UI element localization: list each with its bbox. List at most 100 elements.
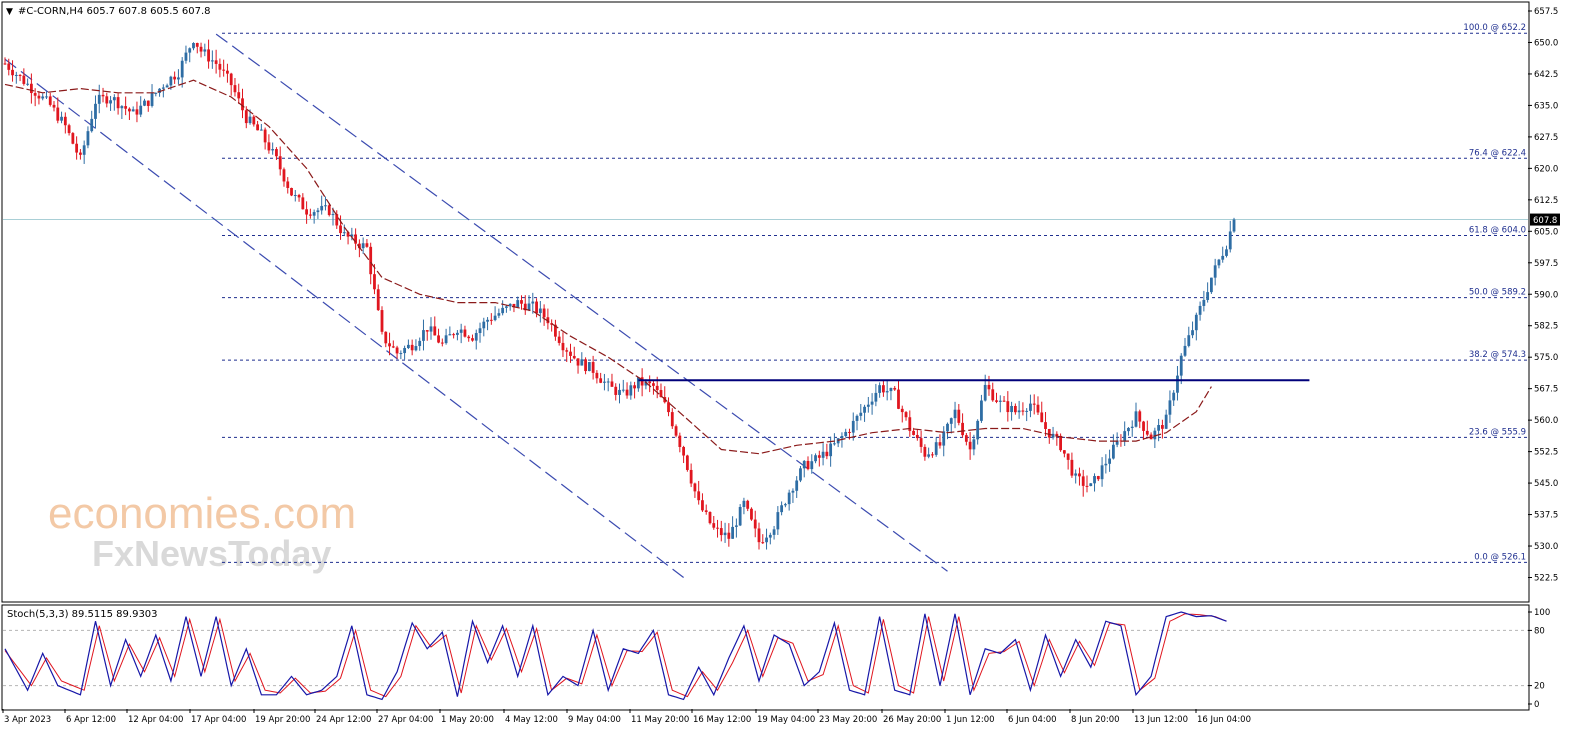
y-tick-label: 620.0 <box>1534 164 1558 174</box>
candle-bull <box>833 443 836 445</box>
candle-bull <box>459 329 463 333</box>
candle-bear <box>467 336 471 339</box>
candle-bear <box>1021 410 1025 412</box>
candle-bull <box>821 451 825 458</box>
candle-bear <box>128 108 131 112</box>
candle-bear <box>437 335 440 343</box>
candle-bull <box>1130 426 1134 428</box>
y-tick-label: 552.5 <box>1534 448 1558 458</box>
candle-bear <box>1066 453 1070 460</box>
y-tick-label: 545.0 <box>1534 479 1558 489</box>
candle-bull <box>14 74 18 76</box>
candle-bull <box>855 415 859 421</box>
candle-bear <box>689 469 693 484</box>
candle-bull <box>1221 255 1225 260</box>
candle-bull <box>90 118 94 132</box>
candle-bear <box>535 301 538 314</box>
candle-bull <box>870 401 874 405</box>
candle-bear <box>961 422 964 436</box>
candle-bull <box>802 460 806 469</box>
candle-bull <box>271 149 275 151</box>
candle-bear <box>987 384 991 390</box>
x-tick-label: 13 Jun 12:00 <box>1134 715 1188 725</box>
y-tick-label: 605.0 <box>1534 227 1558 237</box>
candle-bear <box>237 92 241 99</box>
x-tick-label: 19 Apr 20:00 <box>255 715 310 725</box>
candle-bear <box>3 63 7 65</box>
candle-bear <box>67 125 71 134</box>
candle-bull <box>1025 410 1029 412</box>
x-tick-label: 6 Jun 04:00 <box>1008 715 1057 725</box>
candle-bear <box>48 96 52 105</box>
candle-bull <box>86 131 90 146</box>
y-tick-label: 530.0 <box>1534 542 1558 552</box>
candle-bull <box>444 335 448 344</box>
candle-bull <box>885 391 889 393</box>
candle-bull <box>1111 444 1115 459</box>
candle-bear <box>1142 421 1145 431</box>
candle-bull <box>927 454 931 457</box>
candle-bear <box>520 300 523 304</box>
candle-bull <box>1100 465 1104 480</box>
candle-bull <box>1217 259 1221 266</box>
candle-bear <box>1081 476 1085 486</box>
fib-level-label: 0.0 @ 526.1 <box>1474 552 1526 562</box>
candle-bear <box>753 519 757 529</box>
candle-bear <box>63 116 67 126</box>
candle-bull <box>26 83 30 85</box>
candle-bear <box>308 214 312 216</box>
y-tick-label: 597.5 <box>1534 259 1558 269</box>
candle-bear <box>908 417 912 431</box>
candle-bull <box>787 492 791 505</box>
candle-bear <box>542 308 546 318</box>
candle-bull <box>361 243 365 249</box>
candle-bear <box>674 426 678 436</box>
candle-bear <box>648 381 652 384</box>
candle-bull <box>1191 330 1194 336</box>
y-tick-label: 612.5 <box>1534 196 1558 206</box>
candle-bull <box>177 77 180 80</box>
candle-bear <box>806 460 810 470</box>
y-tick-label: 627.5 <box>1534 133 1558 143</box>
candle-bear <box>904 412 908 418</box>
candle-bear <box>565 350 569 352</box>
collapse-arrow-icon[interactable]: ▼ <box>6 7 13 17</box>
candle-bear <box>18 74 22 76</box>
candle-bull <box>1115 440 1119 445</box>
candle-bull <box>320 205 324 211</box>
x-tick-label: 16 May 12:00 <box>693 715 751 725</box>
candle-bear <box>391 346 395 348</box>
candle-bear <box>848 431 851 433</box>
candle-bear <box>900 408 904 413</box>
candle-bear <box>682 446 685 456</box>
candle-bear <box>727 532 731 539</box>
candle-bull <box>350 234 354 237</box>
x-tick-label: 1 May 20:00 <box>441 715 494 725</box>
candle-bear <box>554 324 557 337</box>
stoch-header: Stoch(5,3,3) 89.5115 89.9303 <box>7 609 158 620</box>
candle-bull <box>505 306 508 308</box>
candle-bear <box>252 116 256 125</box>
moving-average-line <box>4 79 1212 455</box>
candle-bull <box>1017 410 1021 413</box>
candle-bear <box>523 303 527 311</box>
candle-bull <box>259 129 263 131</box>
candle-bear <box>1044 422 1047 429</box>
y-tick-label: 657.5 <box>1534 7 1558 17</box>
candle-bull <box>1179 355 1183 376</box>
candle-bull <box>795 480 799 491</box>
candle-bull <box>799 468 802 481</box>
candle-bear <box>263 129 267 143</box>
x-tick-label: 17 Apr 04:00 <box>191 715 246 725</box>
candle-bull <box>1206 292 1210 300</box>
candle-bear <box>964 435 968 442</box>
symbol-header: #C-CORN,H4 605.7 607.8 605.5 607.8 <box>18 6 211 17</box>
fib-level-label: 50.0 @ 589.2 <box>1469 288 1526 298</box>
candle-bull <box>738 506 742 526</box>
candle-bear <box>1070 459 1074 476</box>
channel-upper-line <box>215 33 948 572</box>
y-tick-label: 537.5 <box>1534 511 1558 521</box>
candle-bear <box>1078 473 1081 477</box>
candle-bear <box>425 330 429 332</box>
